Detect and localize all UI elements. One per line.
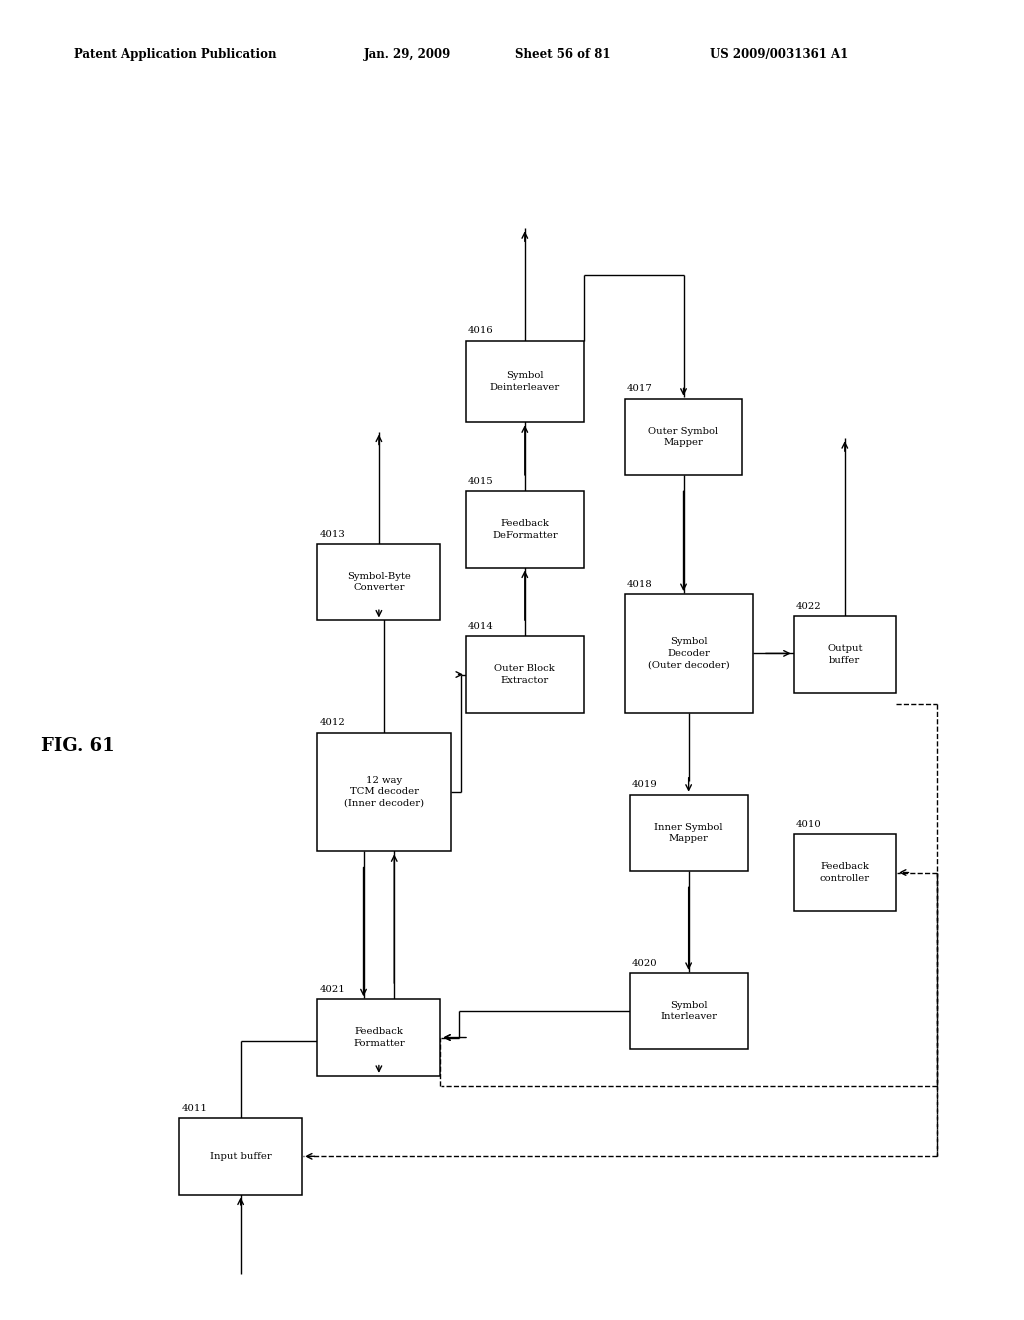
Text: Outer Symbol
Mapper: Outer Symbol Mapper [648,426,719,447]
Text: Jan. 29, 2009: Jan. 29, 2009 [364,48,451,61]
Text: Symbol
Interleaver: Symbol Interleaver [660,1001,717,1022]
Bar [466,636,584,713]
Bar [794,616,896,693]
Bar [630,795,748,871]
Text: Feedback
Formatter: Feedback Formatter [353,1027,404,1048]
Text: Outer Block
Extractor: Outer Block Extractor [495,664,555,685]
Bar [317,999,440,1076]
Bar [625,399,742,475]
Bar [630,973,748,1049]
Text: Input buffer: Input buffer [210,1152,271,1160]
Text: 4022: 4022 [796,602,821,611]
Bar [317,544,440,620]
Text: Symbol
Decoder
(Outer decoder): Symbol Decoder (Outer decoder) [648,638,729,669]
Text: 4021: 4021 [319,985,345,994]
Text: 4012: 4012 [319,718,345,727]
Bar [179,1118,302,1195]
Text: US 2009/0031361 A1: US 2009/0031361 A1 [710,48,848,61]
Text: Symbol-Byte
Converter: Symbol-Byte Converter [347,572,411,593]
Text: Feedback
DeFormatter: Feedback DeFormatter [492,519,558,540]
Text: FIG. 61: FIG. 61 [41,737,115,755]
Text: 4018: 4018 [627,579,652,589]
Text: Symbol
Deinterleaver: Symbol Deinterleaver [489,371,560,392]
Text: 4020: 4020 [632,958,657,968]
Text: 4017: 4017 [627,384,652,393]
Text: Feedback
controller: Feedback controller [820,862,869,883]
Text: 4016: 4016 [468,326,494,335]
Bar [794,834,896,911]
Text: 4010: 4010 [796,820,821,829]
Bar [466,491,584,568]
Text: 12 way
TCM decoder
(Inner decoder): 12 way TCM decoder (Inner decoder) [344,776,424,808]
Text: 4019: 4019 [632,780,657,789]
Bar [317,733,451,851]
Bar [466,341,584,422]
Text: 4014: 4014 [468,622,494,631]
Bar [625,594,753,713]
Text: 4011: 4011 [181,1104,207,1113]
Text: Sheet 56 of 81: Sheet 56 of 81 [515,48,610,61]
Text: Output
buffer: Output buffer [827,644,862,665]
Text: 4015: 4015 [468,477,494,486]
Text: 4013: 4013 [319,529,345,539]
Text: Inner Symbol
Mapper: Inner Symbol Mapper [654,822,723,843]
Text: Patent Application Publication: Patent Application Publication [74,48,276,61]
